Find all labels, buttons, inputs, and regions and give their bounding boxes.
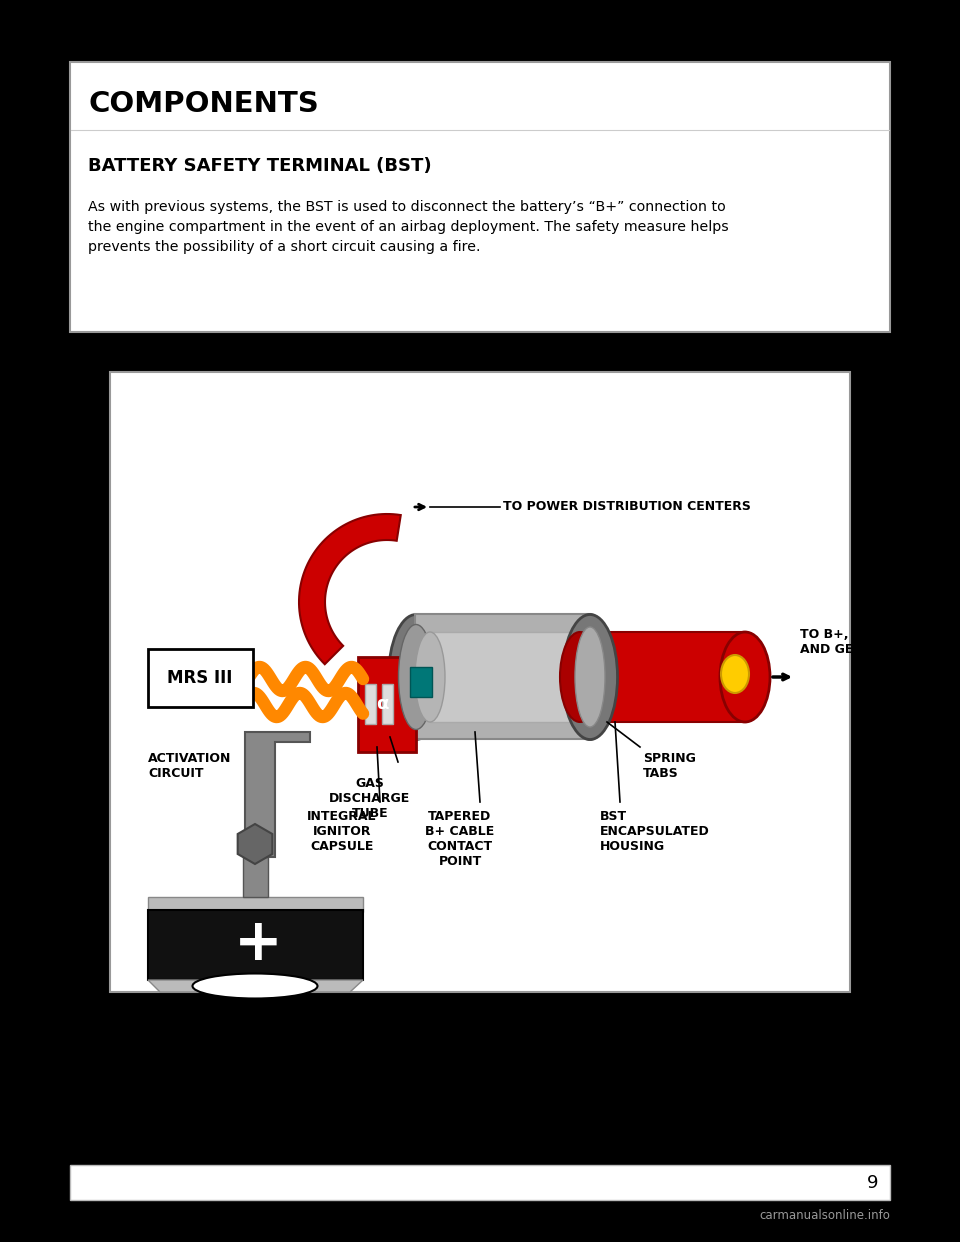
FancyBboxPatch shape bbox=[580, 632, 745, 722]
Text: α: α bbox=[375, 696, 388, 713]
Text: GAS
DISCHARGE
TUBE: GAS DISCHARGE TUBE bbox=[329, 777, 411, 820]
Text: BST
ENCAPSULATED
HOUSING: BST ENCAPSULATED HOUSING bbox=[600, 810, 709, 853]
Text: SPRING
TABS: SPRING TABS bbox=[643, 751, 696, 780]
Text: TO B+, STARTER
AND GENERATOR: TO B+, STARTER AND GENERATOR bbox=[800, 628, 920, 656]
Text: carmanualsonline.info: carmanualsonline.info bbox=[759, 1208, 890, 1222]
FancyBboxPatch shape bbox=[410, 667, 432, 697]
Text: INTEGRAL
IGNITOR
CAPSULE: INTEGRAL IGNITOR CAPSULE bbox=[307, 810, 376, 853]
Ellipse shape bbox=[389, 615, 444, 739]
FancyBboxPatch shape bbox=[243, 857, 268, 897]
Ellipse shape bbox=[560, 632, 600, 722]
FancyBboxPatch shape bbox=[110, 373, 850, 992]
FancyBboxPatch shape bbox=[70, 1165, 890, 1200]
Text: As with previous systems, the BST is used to disconnect the battery’s “B+” conne: As with previous systems, the BST is use… bbox=[88, 200, 729, 255]
FancyBboxPatch shape bbox=[148, 897, 363, 912]
Polygon shape bbox=[299, 514, 400, 664]
FancyBboxPatch shape bbox=[70, 62, 890, 332]
Text: COMPONENTS: COMPONENTS bbox=[88, 89, 319, 118]
Text: ACTIVATION
CIRCUIT: ACTIVATION CIRCUIT bbox=[148, 751, 231, 780]
Ellipse shape bbox=[720, 632, 770, 722]
Text: MRS III: MRS III bbox=[167, 669, 232, 687]
FancyBboxPatch shape bbox=[430, 632, 585, 722]
Ellipse shape bbox=[563, 615, 617, 739]
FancyBboxPatch shape bbox=[415, 614, 590, 739]
FancyBboxPatch shape bbox=[382, 684, 393, 724]
FancyBboxPatch shape bbox=[358, 657, 416, 751]
FancyBboxPatch shape bbox=[365, 684, 376, 724]
FancyBboxPatch shape bbox=[148, 650, 253, 707]
Text: TAPERED
B+ CABLE
CONTACT
POINT: TAPERED B+ CABLE CONTACT POINT bbox=[425, 810, 494, 868]
Text: BATTERY SAFETY TERMINAL (BST): BATTERY SAFETY TERMINAL (BST) bbox=[88, 156, 432, 175]
Text: 9: 9 bbox=[867, 1174, 878, 1192]
Ellipse shape bbox=[193, 974, 318, 999]
Ellipse shape bbox=[575, 627, 605, 727]
Ellipse shape bbox=[398, 625, 434, 729]
FancyBboxPatch shape bbox=[148, 910, 363, 980]
Text: +: + bbox=[233, 915, 282, 972]
Polygon shape bbox=[245, 732, 310, 857]
Text: TO POWER DISTRIBUTION CENTERS: TO POWER DISTRIBUTION CENTERS bbox=[503, 501, 751, 513]
Polygon shape bbox=[148, 980, 363, 992]
Ellipse shape bbox=[721, 655, 749, 693]
Ellipse shape bbox=[415, 632, 445, 722]
Ellipse shape bbox=[567, 615, 612, 739]
